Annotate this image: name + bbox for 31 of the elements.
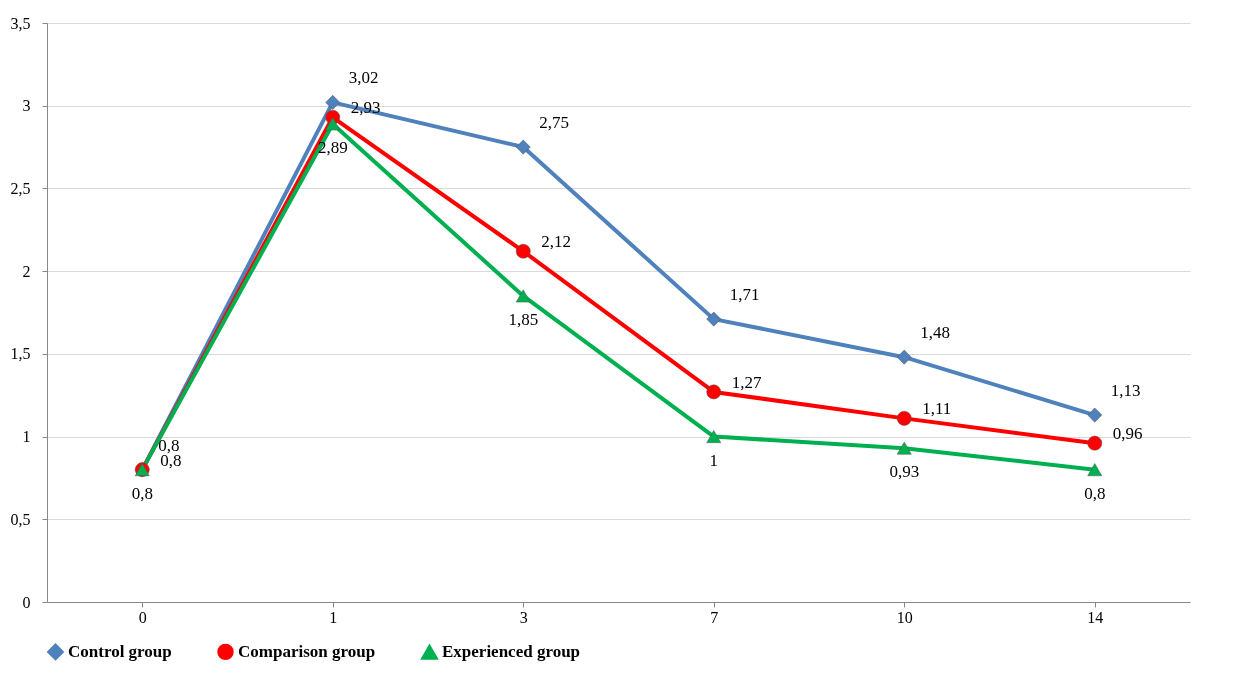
data-label: 1,27 [731,372,762,392]
y-tick-label: 1 [22,428,31,446]
data-label: 3,02 [348,68,379,88]
data-label: 2,12 [541,232,571,252]
y-tick-label: 3 [22,97,31,115]
x-tick-label: 10 [896,608,913,626]
x-tick-label: 1 [329,608,338,626]
y-tick-label: 3,5 [10,14,31,32]
data-label: 1 [709,450,718,470]
data-label: 0,93 [889,462,920,482]
y-tick-label: 0,5 [10,510,31,528]
y-tick-label: 2,5 [10,179,31,197]
data-label: 1,85 [508,309,539,329]
y-tick-label: 1,5 [10,345,31,363]
data-label: 0,8 [1084,483,1106,503]
legend-label: Comparison group [238,641,376,661]
data-label: 1,11 [922,399,952,419]
data-label: 1,13 [1110,381,1141,401]
data-label: 1,71 [729,285,760,305]
legend-label: Control group [68,641,172,661]
x-tick-label: 3 [519,608,528,626]
x-tick-label: 0 [138,608,147,626]
data-label: 2,75 [539,113,569,133]
data-label: 1,48 [920,323,950,343]
x-tick-label: 14 [1087,608,1104,626]
data-label: 0,96 [1112,424,1143,444]
y-tick-label: 2 [22,262,31,280]
legend-label: Experienced group [442,642,581,662]
x-tick-label: 7 [710,608,719,626]
data-label: 0,8 [131,483,153,503]
y-tick-label: 0 [22,593,31,611]
